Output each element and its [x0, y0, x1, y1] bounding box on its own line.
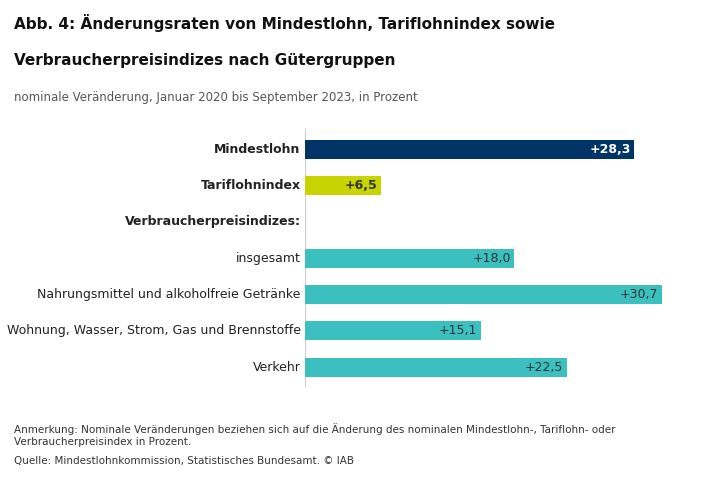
- Text: Abb. 4: Änderungsraten von Mindestlohn, Tariflohnindex sowie: Abb. 4: Änderungsraten von Mindestlohn, …: [14, 14, 555, 33]
- Text: Mindestlohn: Mindestlohn: [214, 142, 300, 155]
- Bar: [305, 140, 634, 159]
- Text: +18,0: +18,0: [472, 251, 511, 265]
- Text: +6,5: +6,5: [344, 179, 377, 192]
- Text: +30,7: +30,7: [620, 288, 658, 301]
- Bar: [305, 358, 567, 377]
- Text: Anmerkung: Nominale Veränderungen beziehen sich auf die Änderung des nominalen M: Anmerkung: Nominale Veränderungen bezieh…: [14, 423, 616, 446]
- Text: Nahrungsmittel und alkoholfreie Getränke: Nahrungsmittel und alkoholfreie Getränke: [38, 288, 300, 301]
- Text: Quelle: Mindestlohnkommission, Statistisches Bundesamt. © IAB: Quelle: Mindestlohnkommission, Statistis…: [14, 456, 354, 467]
- Text: +22,5: +22,5: [525, 361, 563, 374]
- Text: Verbraucherpreisindizes:: Verbraucherpreisindizes:: [125, 215, 300, 228]
- Text: insgesamt: insgesamt: [236, 251, 300, 265]
- Text: Verkehr: Verkehr: [253, 361, 300, 374]
- Text: Verbraucherpreisindizes nach Gütergruppen: Verbraucherpreisindizes nach Gütergruppe…: [14, 53, 395, 67]
- Text: +15,1: +15,1: [439, 325, 477, 337]
- Bar: [305, 249, 515, 268]
- Text: +28,3: +28,3: [589, 142, 630, 155]
- Bar: [305, 321, 481, 340]
- Bar: [305, 285, 662, 304]
- Bar: [305, 176, 381, 195]
- Text: Wohnung, Wasser, Strom, Gas und Brennstoffe: Wohnung, Wasser, Strom, Gas und Brennsto…: [6, 325, 300, 337]
- Text: Tariflohnindex: Tariflohnindex: [200, 179, 300, 192]
- Text: nominale Veränderung, Januar 2020 bis September 2023, in Prozent: nominale Veränderung, Januar 2020 bis Se…: [14, 91, 418, 104]
